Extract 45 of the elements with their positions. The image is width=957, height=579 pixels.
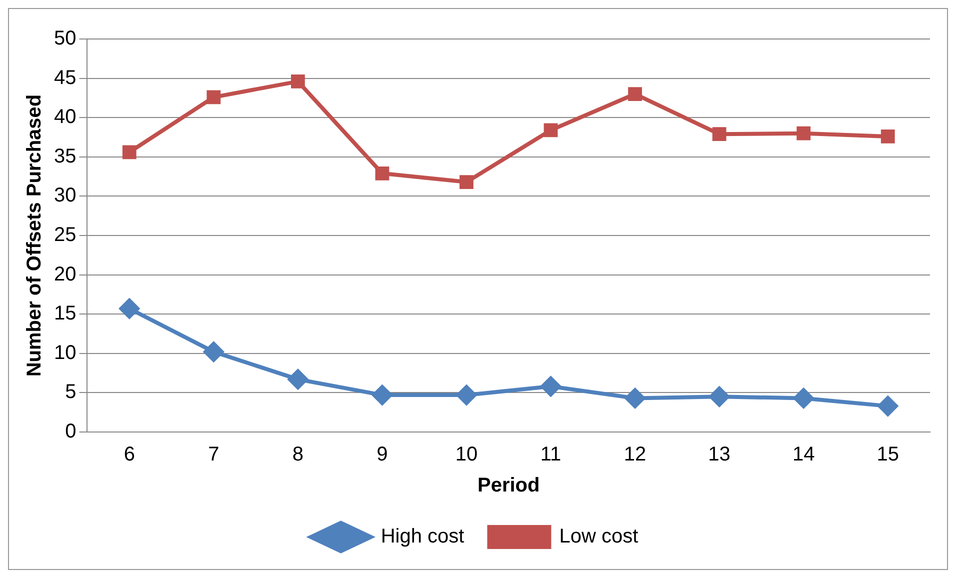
point xyxy=(206,90,221,104)
y-tick-label: 5 xyxy=(65,381,76,404)
point xyxy=(794,388,814,408)
point xyxy=(625,388,646,408)
point xyxy=(460,175,474,189)
point xyxy=(878,396,898,416)
point xyxy=(456,385,476,406)
x-tick-label: 6 xyxy=(124,444,135,466)
y-tick-label: 25 xyxy=(54,224,76,246)
y-tick-label: 40 xyxy=(54,106,76,128)
point xyxy=(290,74,305,88)
y-tick-label: 35 xyxy=(54,145,76,168)
y-tick-label: 0 xyxy=(65,420,76,443)
point xyxy=(540,376,561,396)
y-axis-title: Number of Offsets Purchased xyxy=(24,94,46,377)
point xyxy=(796,126,811,140)
x-tick-label: 15 xyxy=(876,444,899,466)
point xyxy=(709,386,730,407)
x-tick-label: 9 xyxy=(376,444,388,466)
point xyxy=(372,385,392,406)
x-tick-label: 11 xyxy=(540,444,562,466)
point xyxy=(880,130,895,144)
point xyxy=(712,127,726,142)
x-tick-label: 13 xyxy=(708,444,730,466)
x-tick-label: 12 xyxy=(624,444,646,466)
y-tick-label: 30 xyxy=(54,184,76,207)
point xyxy=(288,369,308,390)
y-tick-label: 15 xyxy=(54,302,76,325)
point xyxy=(628,87,642,101)
y-tick-label: 50 xyxy=(54,28,76,50)
y-tick-label: 10 xyxy=(54,342,76,364)
point xyxy=(204,342,224,362)
point xyxy=(375,166,390,180)
legend-label: High cost xyxy=(380,526,465,548)
x-tick-label: 14 xyxy=(792,444,815,466)
y-tick-label: 45 xyxy=(54,66,76,89)
point xyxy=(122,145,136,160)
point xyxy=(544,123,558,138)
x-axis-title: Period xyxy=(478,474,540,497)
y-tick-label: 20 xyxy=(54,263,76,286)
x-tick-label: 8 xyxy=(292,444,304,466)
point xyxy=(119,298,140,319)
x-tick-label: 10 xyxy=(455,444,478,466)
legend-label: Low cost xyxy=(559,526,639,548)
x-tick-label: 7 xyxy=(208,444,220,466)
